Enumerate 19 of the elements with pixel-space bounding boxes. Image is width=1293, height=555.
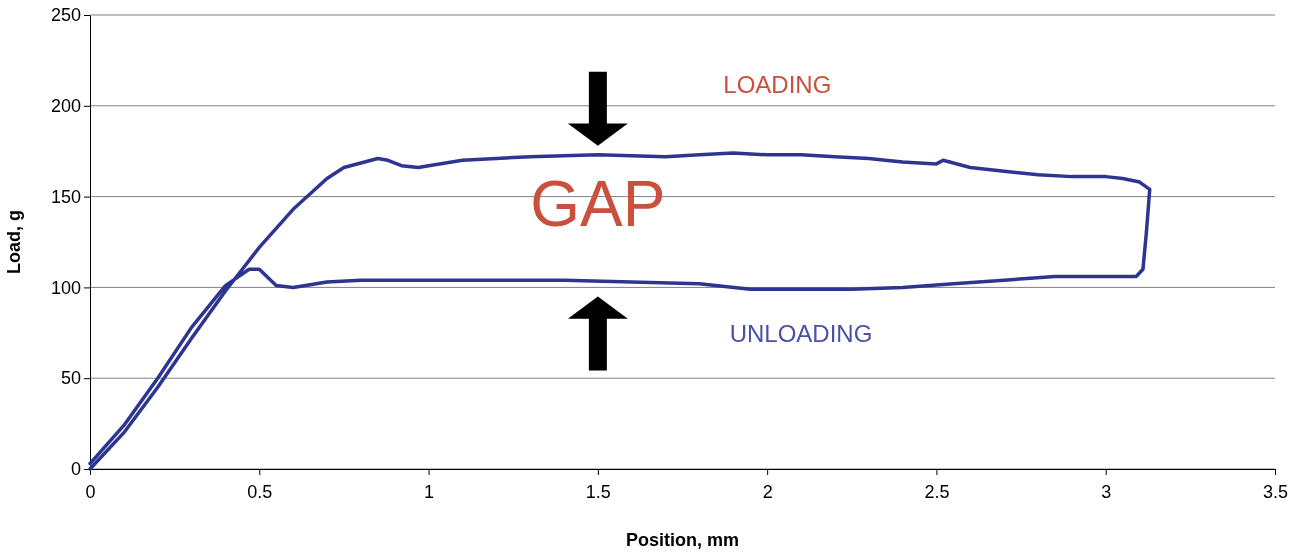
x-tick-label: 1: [424, 481, 435, 502]
y-tick-label: 100: [50, 277, 81, 298]
y-tick-label: 150: [50, 186, 81, 207]
annotation: LOADING: [723, 71, 832, 99]
x-tick-label: 2: [762, 481, 773, 502]
y-axis-title: Load, g: [4, 210, 24, 274]
line-series: [88, 151, 1152, 471]
y-tick-label: 200: [50, 96, 81, 117]
x-tick-label: 1.5: [585, 481, 611, 502]
x-axis-title: Position, mm: [625, 530, 740, 550]
x-tick-label: 3.5: [1262, 481, 1289, 502]
x-tick-label: 2.5: [924, 481, 950, 502]
y-tick-label: 0: [70, 459, 81, 480]
y-tick-label: 250: [50, 5, 81, 26]
annotation: UNLOADING: [729, 319, 873, 347]
y-tick-label: 50: [60, 368, 81, 389]
x-tick-label: 3: [1101, 481, 1112, 502]
x-tick-label: 0: [85, 481, 96, 502]
x-tick-label: 0.5: [247, 481, 273, 502]
